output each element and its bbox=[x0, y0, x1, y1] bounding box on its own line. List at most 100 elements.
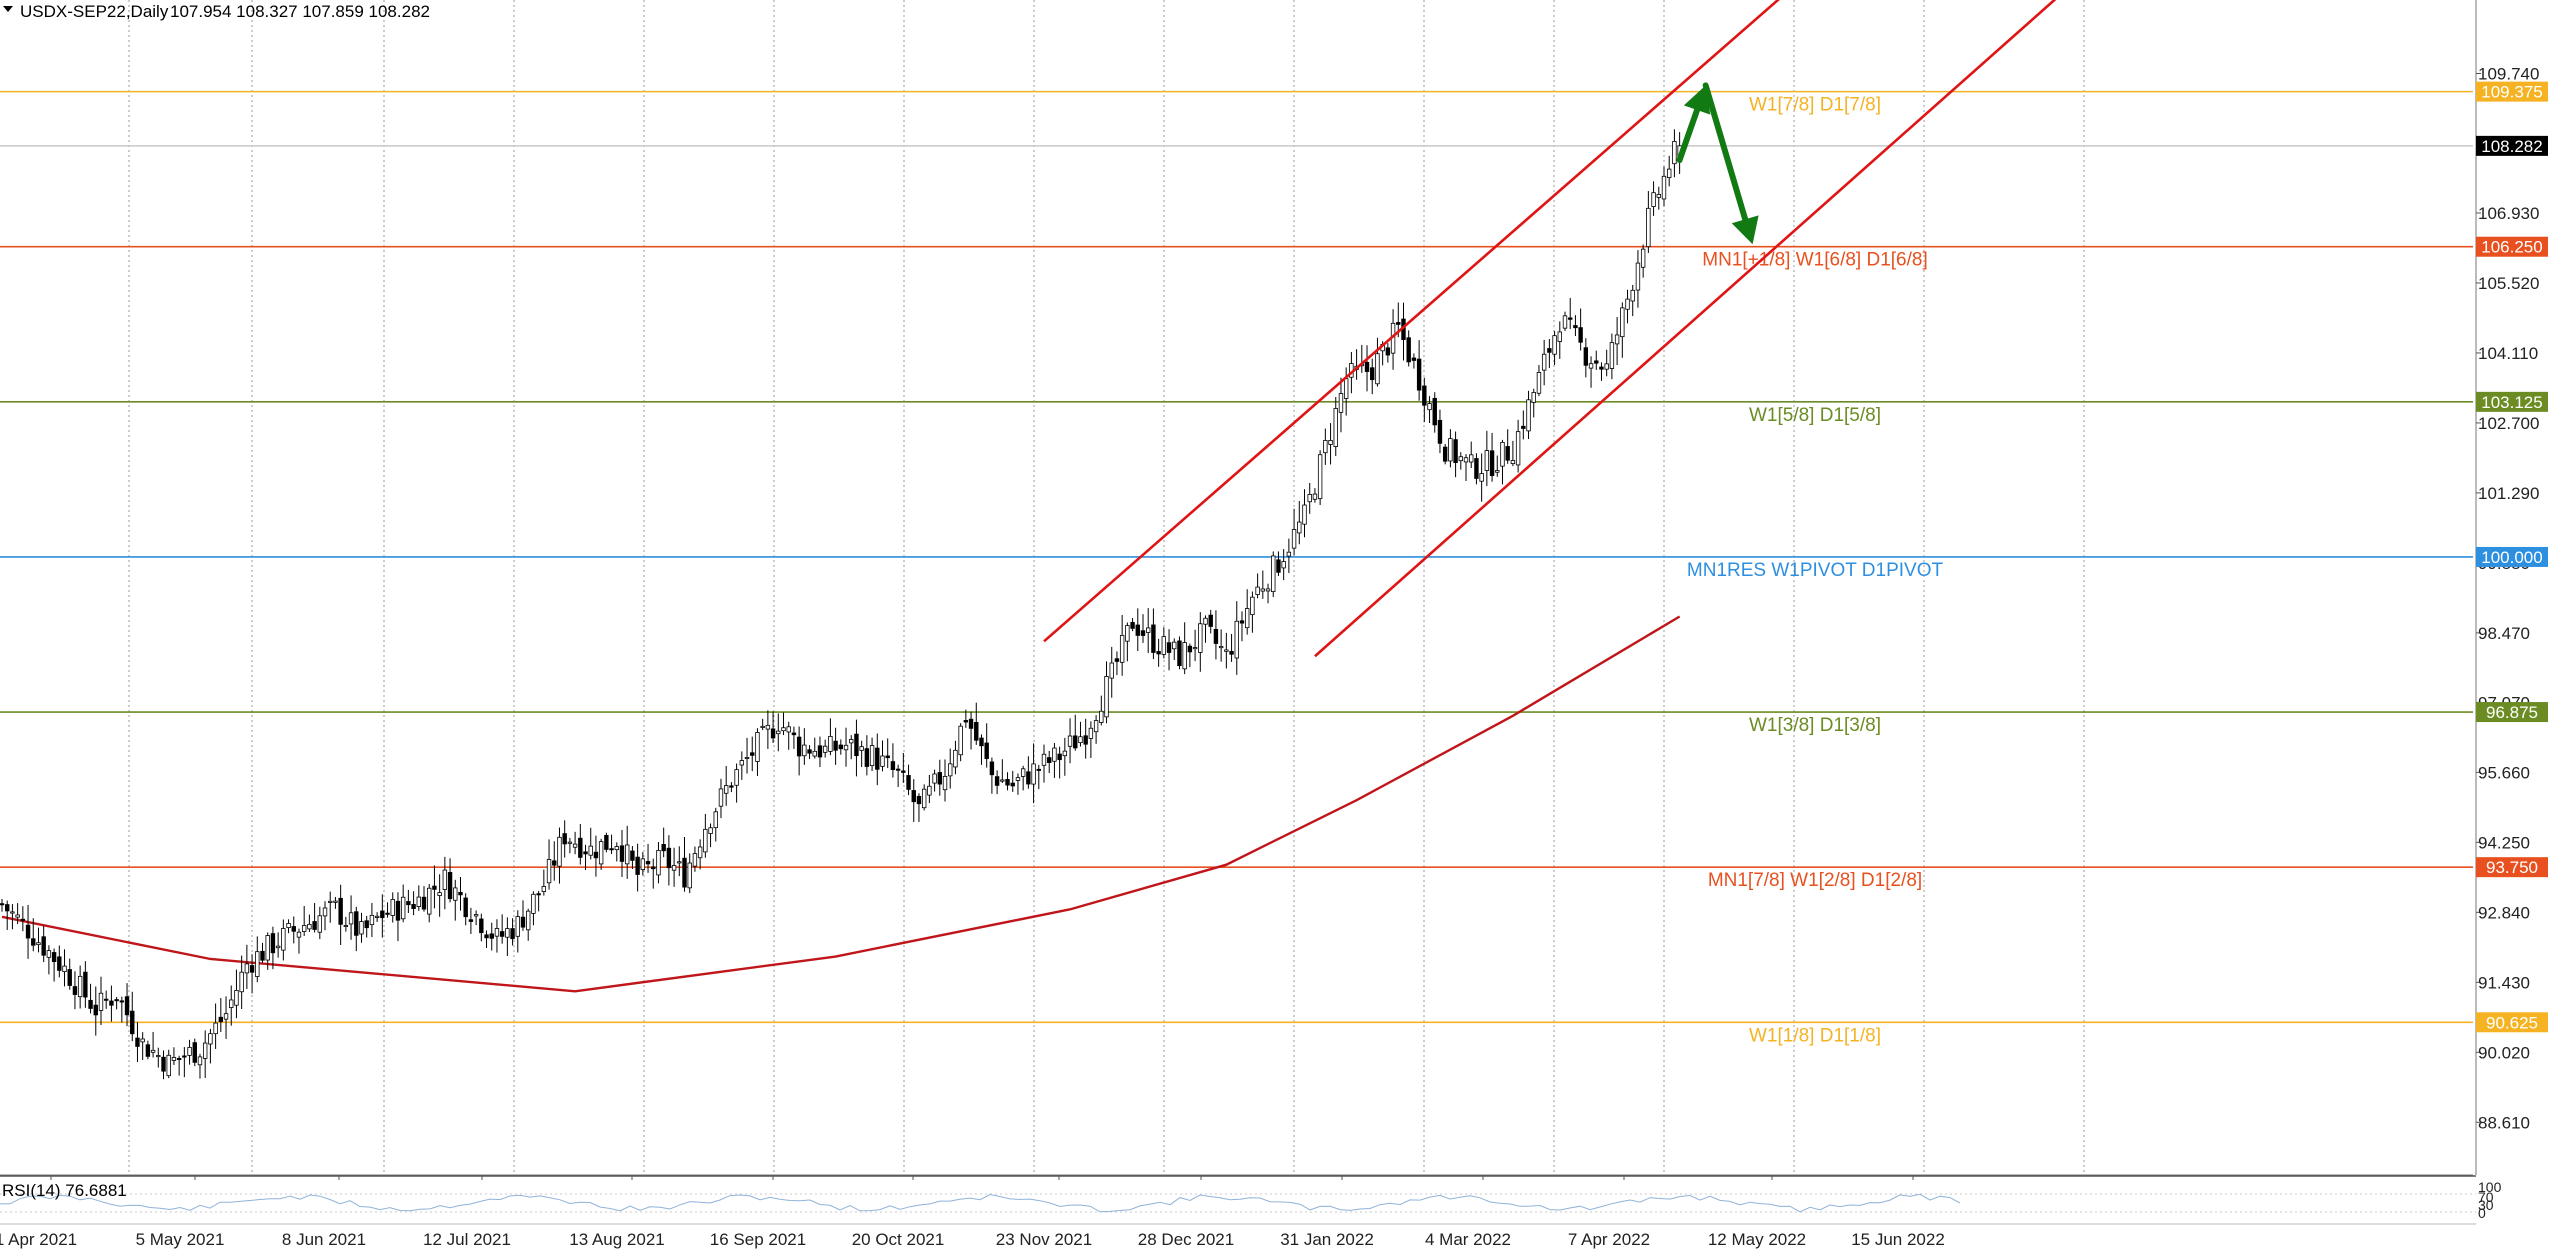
candle-body bbox=[760, 725, 765, 728]
candle-body bbox=[718, 788, 724, 807]
forecast-down-arrow-shaft[interactable] bbox=[1702, 82, 1749, 223]
candle-body bbox=[1146, 627, 1151, 633]
candle-body bbox=[1057, 753, 1062, 761]
candle-body bbox=[156, 1055, 161, 1058]
candle-body bbox=[51, 952, 57, 963]
candle-body bbox=[400, 896, 406, 920]
candle-body bbox=[1328, 440, 1333, 445]
collapse-triangle-icon[interactable] bbox=[3, 6, 13, 12]
candle-body bbox=[176, 1058, 182, 1061]
candle-body bbox=[723, 785, 729, 794]
candle-body bbox=[531, 893, 536, 914]
forecast-arrows[interactable] bbox=[1676, 82, 1759, 245]
candle-body bbox=[765, 724, 771, 730]
candle-body bbox=[583, 851, 588, 855]
candle-body bbox=[130, 1010, 135, 1035]
candle-body bbox=[703, 828, 708, 853]
candle-body bbox=[1469, 454, 1474, 463]
rsi-label: RSI(14) 76.6881 bbox=[2, 1181, 127, 1200]
candle-body bbox=[1375, 353, 1380, 385]
level-price-tag bbox=[2476, 702, 2548, 723]
candle-body bbox=[791, 732, 797, 736]
candle-body bbox=[41, 936, 46, 956]
candle-body bbox=[953, 749, 958, 768]
channel-upper-line[interactable] bbox=[1043, 0, 1799, 643]
price-tick-label: 94.250 bbox=[2478, 833, 2530, 852]
price-tick-label: 109.740 bbox=[2478, 65, 2539, 84]
candle-body bbox=[390, 899, 395, 916]
candle-body bbox=[484, 934, 489, 939]
candle-body bbox=[671, 865, 677, 871]
candle-body bbox=[619, 845, 625, 862]
candle-body bbox=[109, 1000, 114, 1006]
trend-channel[interactable] bbox=[1043, 0, 2076, 658]
candle-body bbox=[1052, 747, 1057, 762]
candle-body bbox=[333, 900, 338, 903]
level-price-tag-label: 100.000 bbox=[2481, 548, 2542, 567]
candle-body bbox=[536, 893, 541, 896]
forecast-down-arrow-arrowhead-icon[interactable] bbox=[1731, 215, 1759, 245]
current-price-tag bbox=[2476, 135, 2548, 156]
forecast-up-arrow-shaft[interactable] bbox=[1676, 106, 1701, 163]
candle-body bbox=[708, 827, 713, 834]
level-label: MN1RES W1PIVOT D1PIVOT bbox=[1687, 560, 1944, 581]
current-price-tag-label: 108.282 bbox=[2481, 137, 2542, 156]
candle-body bbox=[1177, 640, 1182, 667]
candles bbox=[0, 129, 1682, 1080]
candle-body bbox=[958, 725, 963, 756]
ohlc-values: 107.954 108.327 107.859 108.282 bbox=[170, 2, 430, 21]
price-tick-label: 102.700 bbox=[2478, 414, 2539, 433]
candle-body bbox=[281, 928, 286, 951]
candle-body bbox=[437, 892, 442, 896]
candle-body bbox=[25, 924, 31, 939]
candle-body bbox=[1620, 307, 1625, 338]
candle-body bbox=[640, 858, 646, 870]
candle-body bbox=[135, 1037, 140, 1047]
candle-body bbox=[1406, 337, 1411, 363]
forecast-up-arrow-arrowhead-icon[interactable] bbox=[1683, 85, 1711, 115]
candle-body bbox=[692, 853, 698, 867]
candle-body bbox=[93, 1004, 98, 1016]
candle-body bbox=[895, 768, 901, 771]
candle-body bbox=[322, 907, 328, 917]
candle-body bbox=[963, 720, 969, 723]
candle-body bbox=[114, 999, 119, 1002]
candle-body bbox=[208, 1033, 213, 1045]
candle-body bbox=[979, 737, 984, 747]
time-tick-label: 12 May 2022 bbox=[1708, 1230, 1806, 1249]
candle-body bbox=[838, 744, 844, 750]
candle-body bbox=[140, 1038, 145, 1043]
candle-body bbox=[1541, 353, 1547, 371]
level-price-tag bbox=[2476, 546, 2548, 567]
candle-body bbox=[505, 928, 510, 938]
candle-body bbox=[57, 956, 62, 971]
candle-body bbox=[244, 963, 250, 974]
candle-body bbox=[1317, 454, 1323, 500]
candle-body bbox=[494, 928, 500, 937]
candle-body bbox=[833, 740, 838, 751]
candle-body bbox=[1500, 441, 1505, 467]
level-label: W1[1/8] D1[1/8] bbox=[1749, 1025, 1881, 1046]
time-tick-label: 31 Jan 2022 bbox=[1280, 1230, 1374, 1249]
candle-body bbox=[374, 915, 380, 918]
level-price-tag-label: 103.125 bbox=[2481, 393, 2542, 412]
candle-body bbox=[1437, 419, 1443, 444]
candle-body bbox=[1416, 358, 1422, 391]
candle-body bbox=[1182, 642, 1187, 670]
candle-body bbox=[869, 745, 875, 767]
time-tick-label: 7 Apr 2022 bbox=[1568, 1230, 1650, 1249]
candle-body bbox=[1083, 735, 1088, 745]
level-price-tag bbox=[2476, 391, 2548, 412]
candle-body bbox=[489, 933, 494, 939]
candle-body bbox=[427, 887, 432, 915]
candle-body bbox=[77, 975, 83, 998]
candle-body bbox=[1000, 779, 1005, 782]
candle-body bbox=[182, 1055, 187, 1058]
rsi-scale-label: 0 bbox=[2478, 1205, 2486, 1221]
channel-lower-line[interactable] bbox=[1314, 0, 2076, 658]
candle-body bbox=[348, 912, 354, 925]
candle-body bbox=[942, 775, 948, 791]
price-tick-label: 104.110 bbox=[2478, 344, 2538, 363]
candle-body bbox=[770, 728, 776, 739]
